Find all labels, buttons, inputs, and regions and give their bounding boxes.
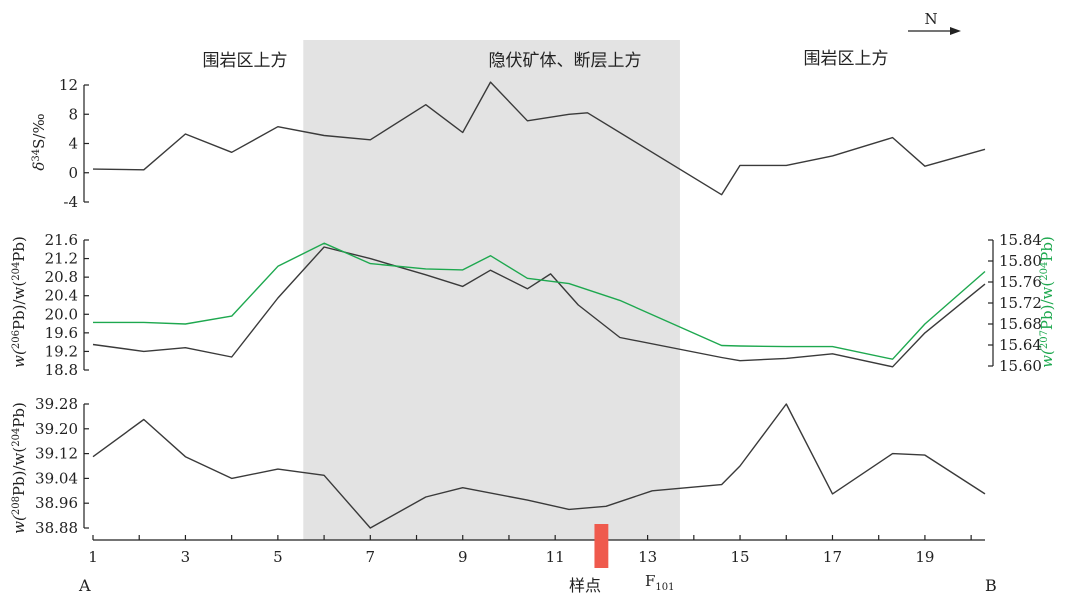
delta34s-y-tick-label: 4 — [68, 135, 78, 153]
x-tick-label: 1 — [88, 548, 98, 566]
pb206-y-tick-label: 21.2 — [45, 250, 78, 268]
x-tick-label: 3 — [181, 548, 191, 566]
x-tick-label: 13 — [638, 548, 657, 566]
ylabel-pb207-pb204: w(207Pb)/w(204Pb) — [1038, 236, 1056, 368]
pb206-y-tick-label: 19.6 — [45, 324, 78, 342]
pb208-y-tick-label: 39.04 — [35, 469, 78, 487]
pb207-series-line — [93, 242, 986, 360]
x-tick-label: 5 — [273, 548, 283, 566]
pb206-y-tick-label: 20.4 — [45, 287, 78, 305]
x-tick-label: 19 — [915, 548, 934, 566]
pb208-y-tick-label: 39.20 — [35, 420, 78, 438]
delta34s-y-tick-label: -4 — [63, 193, 78, 211]
pb207-y-tick-label: 15.76 — [999, 273, 1042, 291]
x-tick-label: 9 — [458, 548, 468, 566]
pb208-series-line — [92, 403, 986, 529]
pb206-y-tick-label: 21.6 — [45, 231, 78, 249]
x-axis: 1 3 5 7 9 11 13 15 17 19 — [88, 535, 985, 566]
pb208-y-tick-label: 39.28 — [35, 395, 78, 413]
x-tick-label: 17 — [823, 548, 842, 566]
north-label: N — [924, 10, 937, 28]
ylabel-pb208-pb204: w(208Pb)/w(204Pb) — [10, 402, 28, 534]
region-label-right: 围岩区上方 — [804, 49, 889, 69]
delta34s-y-tick-label: 12 — [59, 76, 78, 94]
pb208-y-tick-label: 38.88 — [35, 519, 78, 537]
x-tick-label: 11 — [546, 548, 565, 566]
region-label-center: 隐伏矿体、断层上方 — [489, 51, 642, 71]
x-tick-label: 15 — [730, 548, 749, 566]
pb208-y-tick-label: 38.96 — [35, 494, 78, 512]
ylabel-delta34s: δ34S/‰ — [30, 113, 48, 170]
end-label-b: B — [985, 576, 997, 595]
fault-f101-marker — [594, 524, 609, 568]
ylabel-pb206-pb204: w(206Pb)/w(204Pb) — [10, 236, 28, 368]
region-label-left: 围岩区上方 — [203, 51, 288, 71]
delta34s-y-tick-label: 8 — [68, 105, 78, 123]
panel-pb206-pb207: 21.621.220.820.420.019.619.218.8 15.84 15.… — [45, 231, 1042, 379]
pb208-y-tick-label: 39.12 — [35, 445, 78, 463]
pb207-y-tick-label: 15.68 — [999, 315, 1042, 333]
north-arrow-head-icon — [950, 27, 961, 35]
end-label-a: A — [78, 576, 91, 595]
panel-pb208: 39.28 39.20 39.12 39.04 38.96 38.88 — [35, 395, 986, 537]
pb206-y-tick-label: 20.0 — [45, 305, 78, 323]
ore-fault-zone-shading — [303, 40, 680, 540]
pb206-y-tick-label: 18.8 — [45, 361, 78, 379]
delta34s-series-line — [92, 81, 986, 196]
pb206-y-tick-label: 20.8 — [45, 268, 78, 286]
x-tick-label: 7 — [366, 548, 376, 566]
pb207-y-tick-label: 15.72 — [999, 294, 1042, 312]
delta34s-y-tick-label: 0 — [68, 164, 78, 182]
pb207-y-tick-label: 15.80 — [999, 252, 1042, 270]
pb207-y-tick-label: 15.64 — [999, 336, 1042, 354]
x-axis-title: 样点 — [569, 576, 601, 595]
panel-delta34s: 12 8 4 0 -4 — [59, 76, 986, 211]
pb207-y-tick-label: 15.60 — [999, 357, 1042, 375]
pb207-y-tick-label: 15.84 — [999, 231, 1042, 249]
pb206-series-line — [92, 246, 986, 368]
fault-label: F101 — [645, 572, 675, 593]
pb206-y-tick-label: 19.2 — [45, 342, 78, 360]
